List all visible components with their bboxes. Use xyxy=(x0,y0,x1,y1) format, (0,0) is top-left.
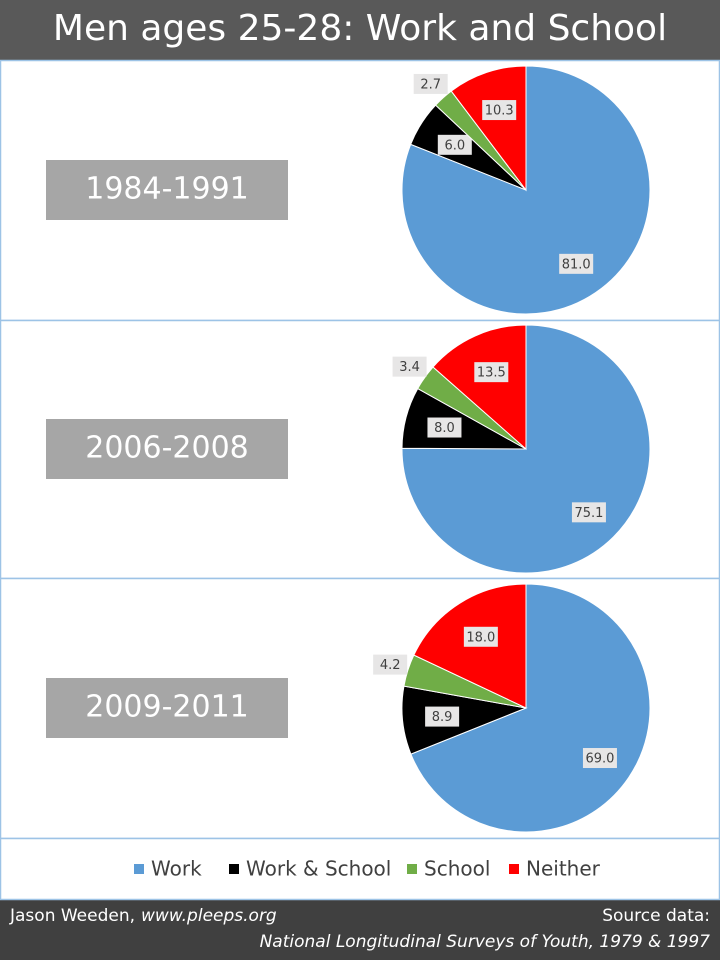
period-box xyxy=(46,419,288,479)
value-label: 75.1 xyxy=(574,506,603,521)
value-label-box xyxy=(437,134,472,155)
legend-swatch xyxy=(509,864,519,874)
value-label: 3.4 xyxy=(399,360,420,375)
period-label: 2009-2011 xyxy=(85,690,249,725)
legend-label: School xyxy=(424,857,490,881)
url: www.pleeps.org xyxy=(141,906,277,926)
value-label-box xyxy=(427,417,462,438)
period-box xyxy=(46,678,288,738)
value-label: 2.7 xyxy=(420,77,441,92)
value-label: 6.0 xyxy=(444,138,465,153)
value-label-box xyxy=(373,654,408,675)
legend-label: Work xyxy=(151,857,202,881)
period-label: 2006-2008 xyxy=(85,431,249,466)
value-label-box xyxy=(571,502,606,523)
value-label: 81.0 xyxy=(562,257,591,272)
legend-label: Work & School xyxy=(246,857,391,881)
value-label-box xyxy=(425,706,460,727)
value-label: 13.5 xyxy=(477,366,506,381)
value-label-box xyxy=(413,73,448,94)
period-label: 1984-1991 xyxy=(85,172,249,207)
value-label-box xyxy=(582,748,617,769)
pie-slice xyxy=(450,65,527,192)
title-bar xyxy=(0,0,720,60)
legend-swatch xyxy=(134,864,144,874)
value-label: 69.0 xyxy=(585,752,614,767)
source: National Longitudinal Surveys of Youth, … xyxy=(260,932,711,952)
pie-slice xyxy=(410,583,651,833)
legend-area xyxy=(0,837,720,901)
value-label: 4.2 xyxy=(380,658,401,673)
footer-author: Jason Weeden, www.pleeps.org xyxy=(9,906,277,926)
value-label-box xyxy=(392,356,427,377)
value-label-box xyxy=(482,100,517,121)
value-label-box xyxy=(463,626,498,647)
footer-bar xyxy=(0,900,720,960)
pie-slice xyxy=(432,324,527,451)
legend-swatch xyxy=(407,864,417,874)
value-label: 8.9 xyxy=(432,710,453,725)
value-label-box xyxy=(559,253,594,274)
legend-swatch xyxy=(229,864,239,874)
period-box xyxy=(46,160,288,220)
value-label: 10.3 xyxy=(485,104,514,119)
chart-title: Men ages 25-28: Work and School xyxy=(53,8,667,49)
pie-slice xyxy=(401,65,651,315)
source-heading: Source data: xyxy=(602,906,710,926)
author: Jason Weeden, xyxy=(9,906,135,926)
legend-label: Neither xyxy=(526,857,601,881)
value-label: 18.0 xyxy=(466,630,495,645)
value-label-box xyxy=(474,362,509,383)
value-label: 8.0 xyxy=(434,421,455,436)
